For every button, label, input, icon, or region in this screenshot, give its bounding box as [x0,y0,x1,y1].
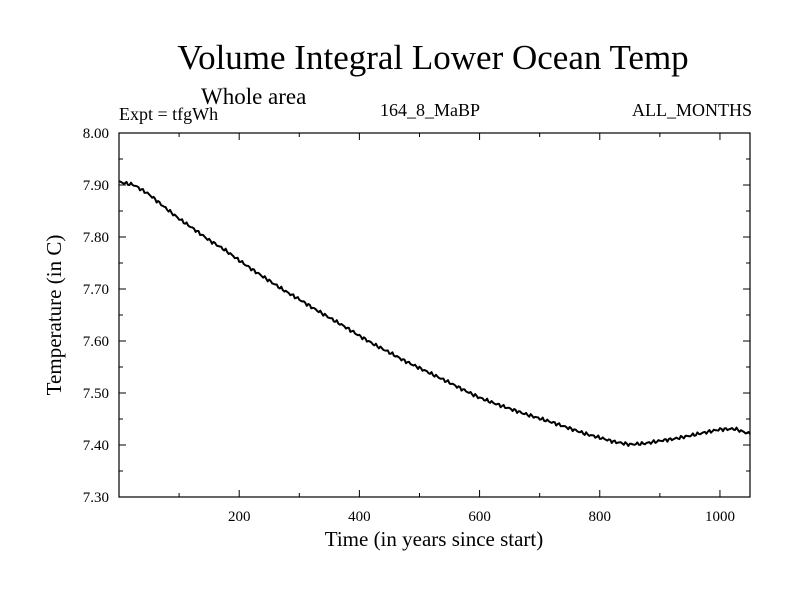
y-axis-label: Temperature (in C) [42,235,66,396]
x-tick-label: 1000 [705,509,735,525]
y-tick-label: 7.40 [83,438,109,454]
series-layer [118,180,751,447]
x-tick-label: 600 [468,509,491,525]
chart-title: Volume Integral Lower Ocean Temp [177,38,689,77]
run-label: 164_8_MaBP [380,100,481,120]
y-tick-label: 7.60 [83,334,109,350]
y-tick-label: 7.90 [83,178,109,194]
x-tick-label: 200 [228,509,251,525]
series-line [118,180,751,447]
experiment-label: Expt = tfgWh [119,104,219,124]
x-axis-label: Time (in years since start) [325,527,544,551]
months-label: ALL_MONTHS [632,100,752,120]
chart-subtitle: Whole area [201,84,307,109]
y-tick-label: 7.80 [83,230,109,246]
y-tick-label: 8.00 [83,126,109,142]
y-tick-label: 7.30 [83,490,109,506]
x-tick-label: 400 [348,509,371,525]
x-tick-label: 800 [589,509,612,525]
axis-ticks: 7.30 7.40 7.50 7.60 7.70 7.80 7.90 8.00 200 400 60… [83,126,750,525]
y-tick-label: 7.70 [83,282,109,298]
y-tick-label: 7.50 [83,386,109,402]
